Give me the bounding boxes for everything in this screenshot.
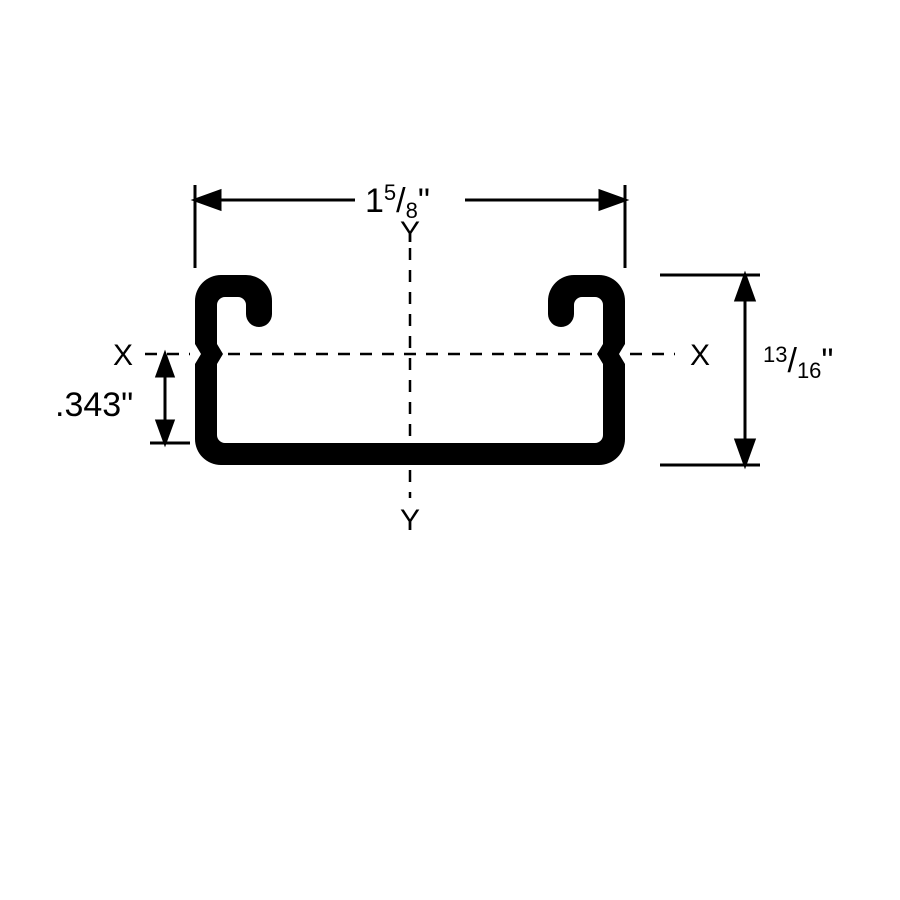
dim-width-den: 8 — [406, 198, 418, 223]
dim-lip-arrow-top — [157, 354, 173, 376]
dim-height-den: 16 — [797, 358, 821, 383]
axis-label-x-right: X — [690, 339, 710, 372]
dim-height-num: 13 — [763, 342, 787, 367]
dim-lip-offset — [150, 354, 190, 443]
dim-width-arrow-left — [195, 191, 220, 209]
dim-width-num: 5 — [384, 180, 396, 205]
dim-lip-arrow-bottom — [157, 421, 173, 443]
dim-height-arrow-top — [736, 275, 754, 300]
axis-label-x-left: X — [113, 339, 133, 372]
section-drawing: X X Y Y 15/8" 13/16" .343" — [0, 0, 900, 900]
dim-width-whole: 1 — [365, 182, 384, 220]
dim-lip-offset-label: .343" — [55, 386, 133, 424]
dim-height-arrow-bottom — [736, 440, 754, 465]
dim-width-label: 15/8" — [365, 180, 430, 223]
axis-label-y-bottom: Y — [400, 504, 420, 537]
dim-height-unit: " — [821, 342, 833, 380]
dim-width-unit: " — [418, 182, 430, 220]
dim-width-arrow-right — [600, 191, 625, 209]
